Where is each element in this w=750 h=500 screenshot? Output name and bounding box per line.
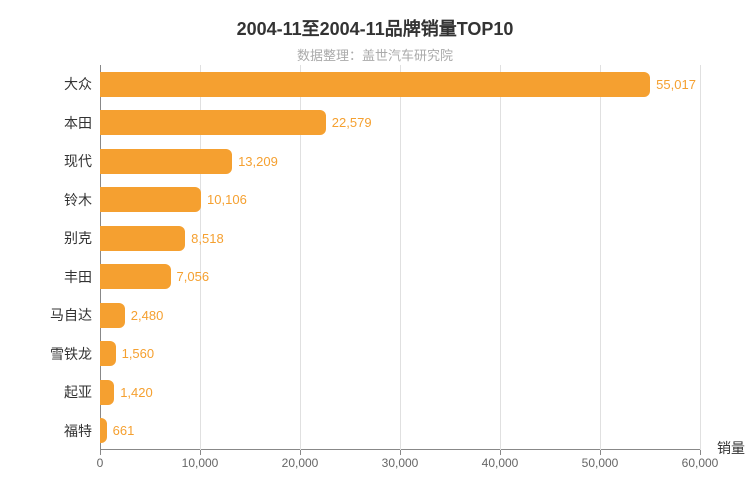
bar xyxy=(100,303,125,328)
value-label: 1,560 xyxy=(122,346,155,361)
x-tick-label: 20,000 xyxy=(282,456,319,470)
bar-row: 现代13,209 xyxy=(100,149,700,174)
x-tick-mark xyxy=(600,450,601,455)
x-tick-mark xyxy=(400,450,401,455)
chart-subtitle: 数据整理：盖世汽车研究院 xyxy=(20,45,730,64)
category-label: 别克 xyxy=(64,228,92,248)
bar-row: 福特661 xyxy=(100,418,700,443)
category-label: 铃木 xyxy=(64,190,92,210)
category-label: 福特 xyxy=(64,421,92,441)
x-tick-mark xyxy=(100,450,101,455)
chart-title: 2004-11至2004-11品牌销量TOP10 xyxy=(20,15,730,41)
value-label: 22,579 xyxy=(332,115,372,130)
bar xyxy=(100,341,116,366)
x-tick-mark xyxy=(700,450,701,455)
value-label: 55,017 xyxy=(656,77,696,92)
bar xyxy=(100,72,650,97)
x-tick-label: 30,000 xyxy=(382,456,419,470)
value-label: 661 xyxy=(113,423,135,438)
bar-row: 丰田7,056 xyxy=(100,264,700,289)
x-tick-label: 40,000 xyxy=(482,456,519,470)
bar-row: 铃木10,106 xyxy=(100,187,700,212)
value-label: 10,106 xyxy=(207,192,247,207)
bar xyxy=(100,418,107,443)
bar-row: 马自达2,480 xyxy=(100,303,700,328)
x-tick-label: 60,000 xyxy=(682,456,719,470)
category-label: 本田 xyxy=(64,113,92,133)
bar xyxy=(100,110,326,135)
category-label: 丰田 xyxy=(64,267,92,287)
category-label: 起亚 xyxy=(64,382,92,402)
bar xyxy=(100,380,114,405)
category-label: 雪铁龙 xyxy=(50,344,92,364)
bar-row: 大众55,017 xyxy=(100,72,700,97)
plot-area: 销量 010,00020,00030,00040,00050,00060,000… xyxy=(100,65,700,450)
x-tick-mark xyxy=(300,450,301,455)
value-label: 1,420 xyxy=(120,385,153,400)
bar xyxy=(100,187,201,212)
x-tick-label: 50,000 xyxy=(582,456,619,470)
x-tick-label: 0 xyxy=(97,456,104,470)
bar xyxy=(100,149,232,174)
value-label: 13,209 xyxy=(238,154,278,169)
value-label: 2,480 xyxy=(131,308,164,323)
chart-container: 2004-11至2004-11品牌销量TOP10 数据整理：盖世汽车研究院 销量… xyxy=(0,0,750,500)
bar-row: 本田22,579 xyxy=(100,110,700,135)
grid-line xyxy=(700,65,701,450)
category-label: 现代 xyxy=(64,151,92,171)
bar xyxy=(100,264,171,289)
x-axis-label: 销量 xyxy=(717,438,745,458)
bar-row: 起亚1,420 xyxy=(100,380,700,405)
x-tick-label: 10,000 xyxy=(182,456,219,470)
value-label: 7,056 xyxy=(177,269,210,284)
bar-row: 雪铁龙1,560 xyxy=(100,341,700,366)
category-label: 马自达 xyxy=(50,305,92,325)
bar xyxy=(100,226,185,251)
value-label: 8,518 xyxy=(191,231,224,246)
x-tick-mark xyxy=(200,450,201,455)
x-tick-mark xyxy=(500,450,501,455)
category-label: 大众 xyxy=(64,74,92,94)
bar-row: 别克8,518 xyxy=(100,226,700,251)
